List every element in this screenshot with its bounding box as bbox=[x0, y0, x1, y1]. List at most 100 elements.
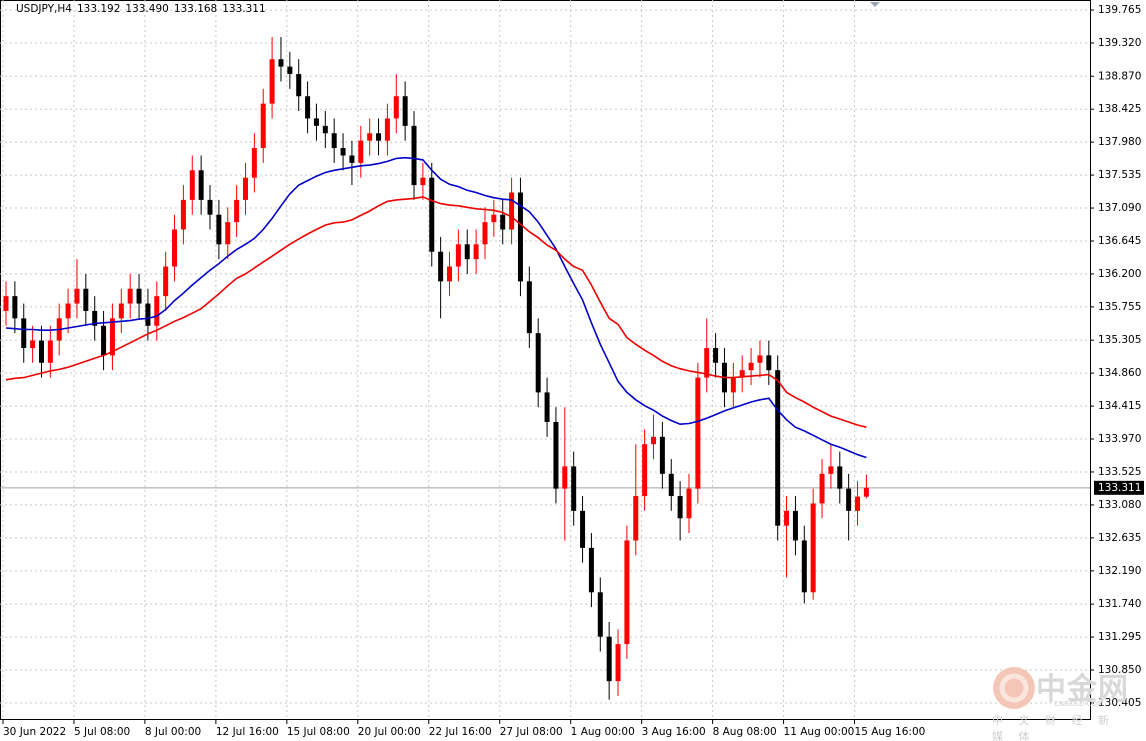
candle-body bbox=[38, 340, 44, 363]
candle-body bbox=[544, 392, 550, 423]
x-tick-label: 30 Jun 2022 bbox=[3, 726, 66, 738]
candle-body bbox=[677, 496, 683, 519]
plot-frame bbox=[0, 0, 1091, 720]
candle-body bbox=[757, 355, 763, 363]
ohlc-low: 133.168 bbox=[173, 3, 218, 15]
x-tick-label: 8 Aug 08:00 bbox=[713, 726, 777, 738]
candle-body bbox=[597, 592, 603, 637]
y-tick-label: 133.080 bbox=[1098, 499, 1141, 511]
candle-body bbox=[447, 266, 452, 282]
candle-body bbox=[837, 466, 843, 489]
y-tick-label: 135.755 bbox=[1098, 301, 1141, 313]
candle-body bbox=[65, 303, 71, 319]
candle-body bbox=[47, 340, 53, 363]
watermark-logo bbox=[993, 667, 1035, 709]
candle-body bbox=[615, 644, 621, 682]
candle-body bbox=[775, 370, 781, 526]
candle-body bbox=[491, 214, 497, 223]
y-tick-label: 131.295 bbox=[1098, 631, 1141, 643]
moving-average bbox=[5, 156, 867, 459]
candle-body bbox=[3, 296, 9, 311]
candle-body bbox=[739, 370, 745, 378]
candle-body bbox=[562, 466, 568, 489]
candle-body bbox=[668, 473, 674, 497]
y-tick-label: 136.645 bbox=[1098, 235, 1141, 247]
candle-body bbox=[251, 148, 257, 178]
candle-body bbox=[686, 488, 692, 519]
candle-body bbox=[180, 199, 186, 230]
symbol: USDJPY,H4 bbox=[16, 3, 72, 15]
candle-body bbox=[624, 540, 630, 645]
candle-body bbox=[535, 333, 541, 393]
watermark-name: 中金网 bbox=[1036, 672, 1129, 707]
y-tick-label: 134.860 bbox=[1098, 367, 1141, 379]
y-tick-label: 133.970 bbox=[1098, 433, 1141, 445]
candle-body bbox=[83, 288, 89, 311]
y-tick-label: 139.765 bbox=[1098, 4, 1141, 16]
y-tick-label: 130.850 bbox=[1098, 664, 1141, 676]
candle-body bbox=[12, 296, 18, 319]
candle-body bbox=[420, 177, 426, 186]
x-tick-label: 15 Aug 16:00 bbox=[855, 726, 926, 738]
candle-body bbox=[163, 266, 169, 297]
x-tick-label: 20 Jul 00:00 bbox=[358, 726, 421, 738]
candle-body bbox=[74, 288, 80, 304]
candle-body bbox=[242, 177, 248, 200]
ohlc-open: 133.192 bbox=[76, 3, 121, 15]
candle-body bbox=[748, 362, 754, 371]
candle-body bbox=[730, 377, 736, 393]
candle-body bbox=[216, 214, 222, 245]
candle-body bbox=[30, 340, 36, 348]
candle-body bbox=[695, 377, 701, 489]
last-price-box bbox=[1094, 480, 1144, 495]
candle-body bbox=[792, 510, 798, 541]
candle-body bbox=[136, 288, 142, 304]
candle-body bbox=[21, 318, 27, 348]
y-tick-label: 138.870 bbox=[1098, 70, 1141, 82]
candle-body bbox=[863, 487, 869, 497]
watermark-tagline: 中 文 财 经 新 媒 体 bbox=[992, 714, 1115, 741]
candle-body bbox=[145, 303, 151, 326]
candle-body bbox=[384, 118, 390, 141]
moving-average bbox=[5, 196, 867, 428]
candle-body bbox=[766, 355, 772, 371]
candle-body bbox=[172, 229, 178, 267]
candle-body bbox=[633, 496, 639, 541]
x-tick-label: 8 Jul 00:00 bbox=[145, 726, 201, 738]
candle-body bbox=[500, 214, 506, 230]
candle-body bbox=[322, 125, 328, 134]
candle-body bbox=[526, 281, 532, 334]
x-tick-label: 27 Jul 08:00 bbox=[500, 726, 563, 738]
candle-body bbox=[517, 192, 523, 282]
y-tick-label: 132.635 bbox=[1098, 532, 1141, 544]
candle-body bbox=[651, 436, 657, 445]
x-tick-label: 1 Aug 00:00 bbox=[571, 726, 635, 738]
candle-body bbox=[482, 222, 488, 245]
x-tick-label: 12 Jul 16:00 bbox=[216, 726, 279, 738]
candle-body bbox=[109, 318, 115, 356]
x-tick-label: 5 Jul 08:00 bbox=[74, 726, 130, 738]
y-tick-label: 130.405 bbox=[1098, 697, 1141, 709]
y-tick-label: 137.090 bbox=[1098, 202, 1141, 214]
candle-body bbox=[154, 296, 160, 326]
y-tick-label: 135.305 bbox=[1098, 334, 1141, 346]
candle-body bbox=[313, 118, 319, 126]
watermark: 中金网 CNGOLD.COM 中 文 财 经 新 媒 体 bbox=[988, 664, 1138, 741]
candle-body bbox=[571, 466, 577, 511]
candle-body bbox=[331, 133, 337, 149]
candle-body bbox=[189, 170, 195, 200]
candle-body bbox=[118, 303, 124, 319]
symbol-header: USDJPY,H4 133.192 133.490 133.168 133.311 bbox=[16, 3, 271, 15]
candle-body bbox=[393, 96, 399, 119]
candle-body bbox=[810, 503, 816, 593]
x-tick-label: 15 Jul 08:00 bbox=[287, 726, 350, 738]
candle-body bbox=[411, 125, 417, 186]
candle-body bbox=[473, 244, 479, 260]
y-tick-label: 131.740 bbox=[1098, 598, 1141, 610]
watermark-url: CNGOLD.COM bbox=[1054, 700, 1104, 708]
candle-body bbox=[642, 444, 648, 497]
candle-body bbox=[101, 325, 107, 356]
y-tick-label: 139.320 bbox=[1098, 37, 1141, 49]
candle-body bbox=[828, 466, 834, 474]
